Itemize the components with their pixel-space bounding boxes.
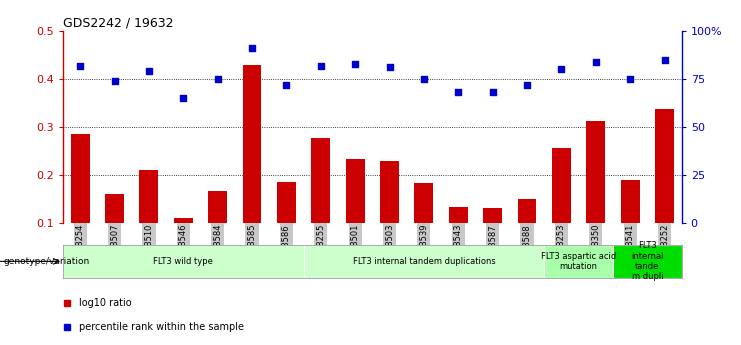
Bar bbox=[242, 65, 262, 223]
Bar bbox=[380, 161, 399, 223]
Bar bbox=[586, 121, 605, 223]
Bar bbox=[655, 109, 674, 223]
Point bbox=[212, 76, 224, 82]
Bar bbox=[346, 159, 365, 223]
Bar bbox=[174, 218, 193, 223]
Text: FLT3 aspartic acid
mutation: FLT3 aspartic acid mutation bbox=[541, 252, 617, 271]
Text: FLT3 wild type: FLT3 wild type bbox=[153, 257, 213, 266]
Bar bbox=[63, 245, 304, 278]
Bar bbox=[621, 180, 639, 223]
Point bbox=[452, 90, 464, 95]
Bar bbox=[414, 183, 433, 223]
Bar bbox=[105, 194, 124, 223]
Point bbox=[246, 46, 258, 51]
Bar bbox=[449, 207, 468, 223]
Bar bbox=[70, 134, 90, 223]
Bar bbox=[483, 208, 502, 223]
Point bbox=[624, 76, 636, 82]
Point bbox=[659, 57, 671, 62]
Text: log10 ratio: log10 ratio bbox=[79, 298, 131, 308]
Bar bbox=[311, 138, 330, 223]
Bar bbox=[208, 191, 227, 223]
Point bbox=[590, 59, 602, 65]
Text: GDS2242 / 19632: GDS2242 / 19632 bbox=[63, 17, 173, 30]
Text: genotype/variation: genotype/variation bbox=[4, 257, 90, 266]
Point bbox=[556, 67, 568, 72]
Point bbox=[487, 90, 499, 95]
Bar bbox=[552, 148, 571, 223]
Point bbox=[74, 63, 86, 68]
Point bbox=[315, 63, 327, 68]
Point bbox=[177, 95, 189, 101]
Point bbox=[281, 82, 293, 87]
Bar bbox=[139, 170, 159, 223]
Point bbox=[109, 78, 121, 83]
Bar bbox=[517, 199, 536, 223]
Bar bbox=[277, 182, 296, 223]
Point bbox=[521, 82, 533, 87]
Bar bbox=[304, 245, 544, 278]
Text: FLT3 internal tandem duplications: FLT3 internal tandem duplications bbox=[353, 257, 495, 266]
Point bbox=[349, 61, 361, 66]
Bar bbox=[613, 245, 682, 278]
Point bbox=[143, 69, 155, 74]
Text: percentile rank within the sample: percentile rank within the sample bbox=[79, 323, 244, 333]
Text: FLT3
internal
tande
m dupli: FLT3 internal tande m dupli bbox=[631, 241, 664, 282]
Point bbox=[384, 65, 396, 70]
Bar bbox=[544, 245, 613, 278]
Point bbox=[418, 76, 430, 82]
